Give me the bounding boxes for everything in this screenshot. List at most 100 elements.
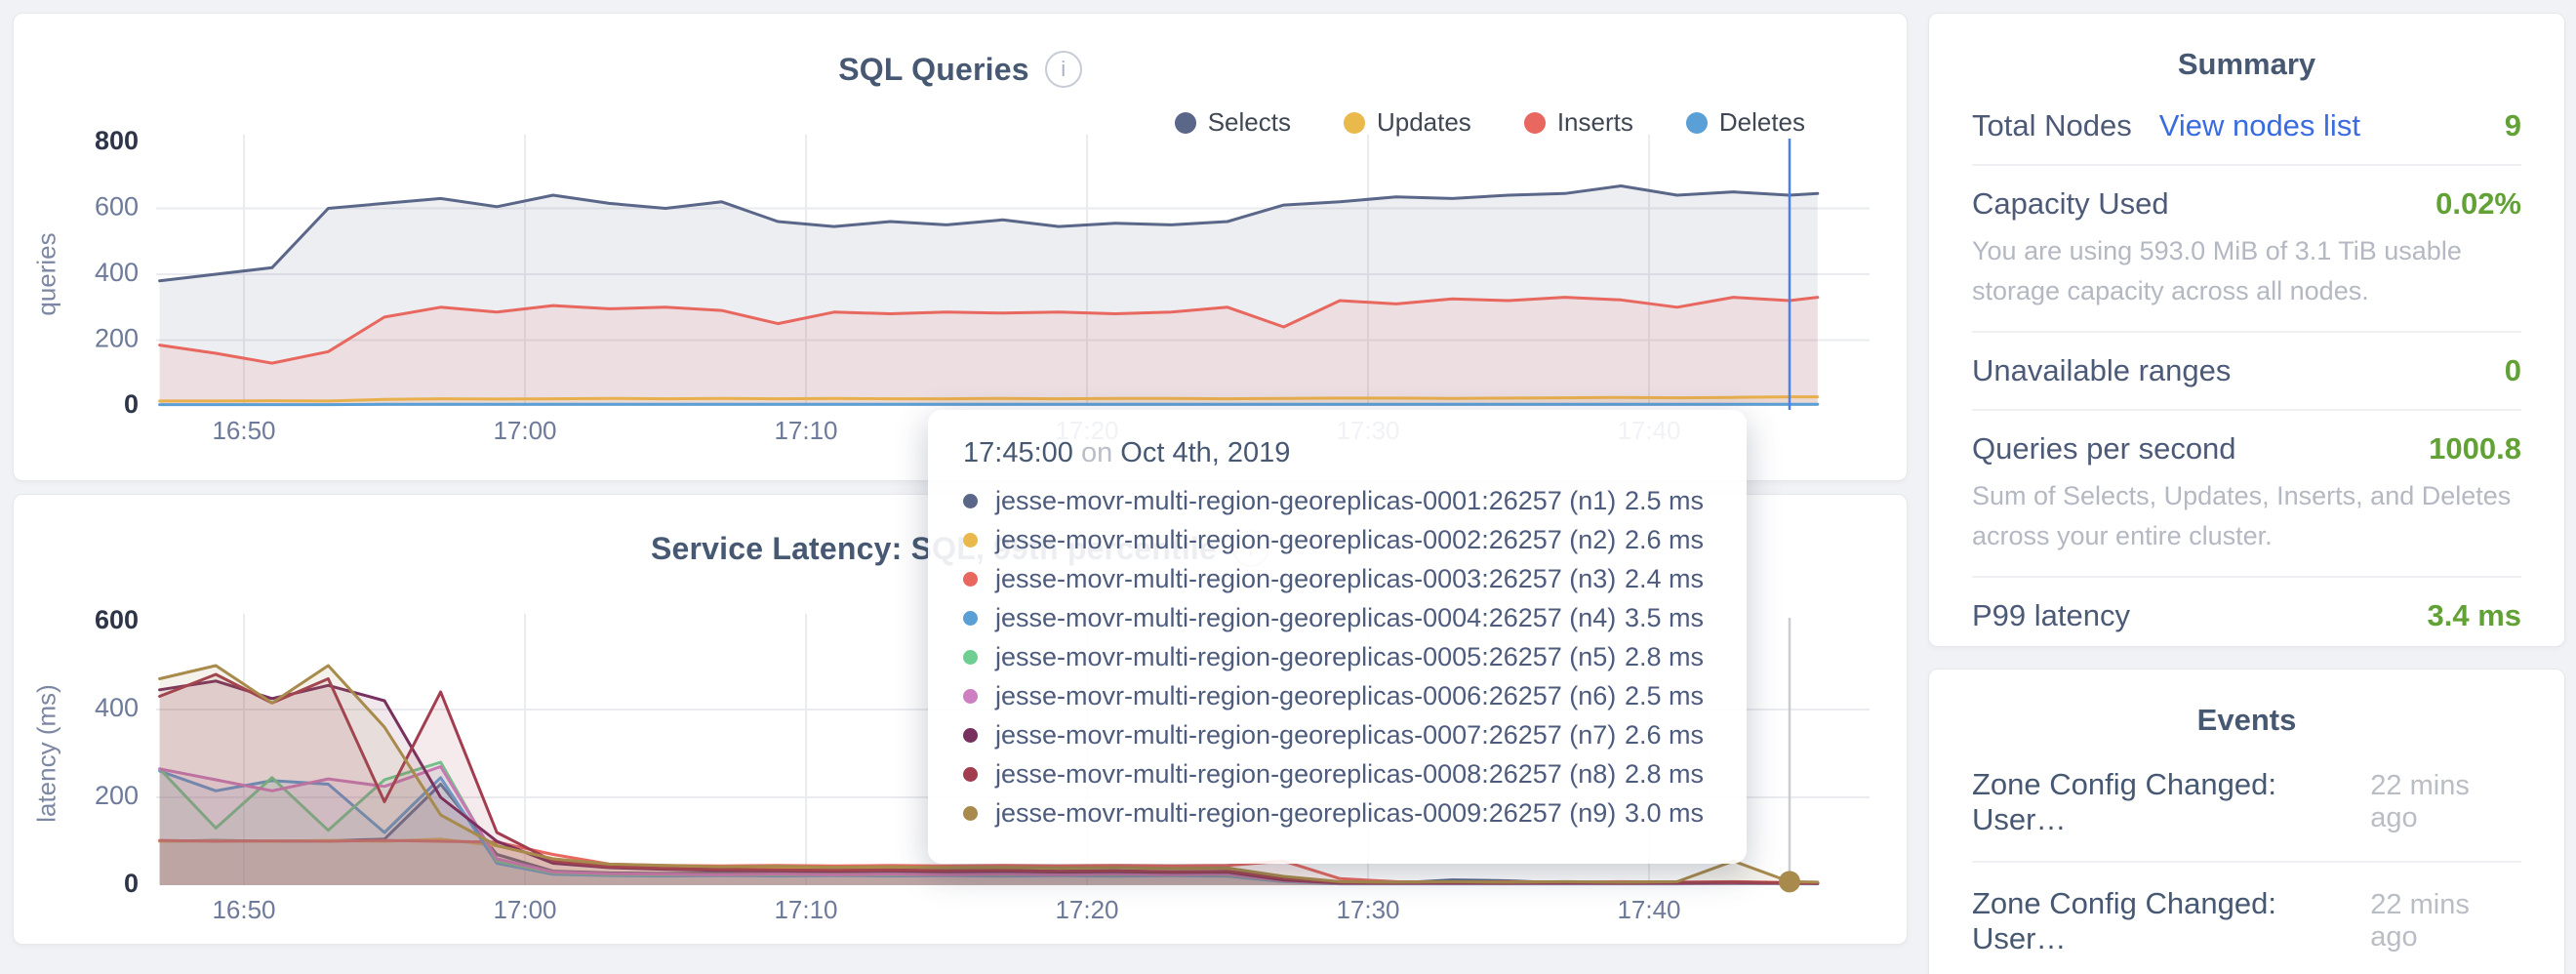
tooltip-node-row: jesse-movr-multi-region-georeplicas-0004… <box>963 598 1711 637</box>
svg-text:17:20: 17:20 <box>1055 895 1118 924</box>
tooltip-node-name: jesse-movr-multi-region-georeplicas-0006… <box>995 680 1617 710</box>
svg-text:16:50: 16:50 <box>212 416 275 445</box>
summary-row-label: P99 latency <box>1972 598 2130 632</box>
tooltip-node-latency: 3.5 ms <box>1625 602 1705 632</box>
legend-item-inserts[interactable]: Inserts <box>1523 107 1633 138</box>
tooltip-node-latency: 2.5 ms <box>1625 680 1705 710</box>
tooltip-node-name: jesse-movr-multi-region-georeplicas-0007… <box>995 719 1617 750</box>
summary-row-main: Queries per second 1000.8 <box>1972 431 2521 467</box>
tooltip-node-latency: 2.5 ms <box>1625 485 1705 515</box>
summary-row-label: Total Nodes <box>1972 108 2132 142</box>
node-color-dot-icon <box>963 532 978 548</box>
tooltip-node-latency: 2.4 ms <box>1625 563 1705 593</box>
chart-hover-tooltip: 17:45:00 on Oct 4th, 2019 jesse-movr-mul… <box>928 410 1747 864</box>
svg-text:800: 800 <box>95 126 139 155</box>
legend-item-updates[interactable]: Updates <box>1343 107 1471 138</box>
events-panel: Events Zone Config Changed: User… 22 mins… <box>1928 669 2565 974</box>
summary-row: Unavailable ranges 0 <box>1972 333 2521 411</box>
node-color-dot-icon <box>963 727 978 743</box>
svg-text:0: 0 <box>124 389 139 419</box>
tooltip-node-name: jesse-movr-multi-region-georeplicas-0009… <box>995 797 1617 828</box>
svg-text:17:00: 17:00 <box>493 895 556 924</box>
tooltip-node-row: jesse-movr-multi-region-georeplicas-0005… <box>963 637 1711 676</box>
events-body: Zone Config Changed: User… 22 mins ago Zon… <box>1929 738 2564 974</box>
svg-text:400: 400 <box>95 693 139 722</box>
tooltip-node-row: jesse-movr-multi-region-georeplicas-0001… <box>963 481 1711 520</box>
sql-chart-legend: Selects Updates Inserts Deletes <box>1174 107 1805 138</box>
summary-title: Summary <box>2177 47 2316 81</box>
legend-dot-icon <box>1523 111 1546 134</box>
summary-row-value: 3.4 ms <box>2427 598 2521 632</box>
summary-row-subtext: You are using 593.0 MiB of 3.1 TiB usabl… <box>1972 236 2462 305</box>
events-title: Events <box>2196 703 2297 737</box>
tooltip-node-row: jesse-movr-multi-region-georeplicas-0003… <box>963 559 1711 598</box>
node-color-dot-icon <box>963 805 978 821</box>
summary-row-label: Unavailable ranges <box>1972 353 2232 387</box>
summary-body: Total Nodes View nodes list 9 Capacity Used… <box>1929 82 2564 654</box>
summary-row: P99 latency 3.4 ms <box>1972 578 2521 654</box>
svg-text:17:10: 17:10 <box>774 895 837 924</box>
sql-chart-title-text: SQL Queries <box>838 51 1029 87</box>
summary-row: Total Nodes View nodes list 9 <box>1972 88 2521 166</box>
tooltip-node-latency: 2.8 ms <box>1625 641 1705 671</box>
node-color-dot-icon <box>963 688 978 704</box>
event-description: Zone Config Changed: User… <box>1972 886 2276 955</box>
legend-item-label: Selects <box>1207 107 1291 137</box>
summary-row-main: Capacity Used 0.02% <box>1972 186 2521 222</box>
summary-row-label: Capacity Used <box>1972 186 2169 221</box>
svg-text:17:30: 17:30 <box>1336 895 1399 924</box>
svg-text:17:10: 17:10 <box>774 416 837 445</box>
summary-row-label: Queries per second <box>1972 431 2236 466</box>
node-color-dot-icon <box>963 493 978 508</box>
svg-text:200: 200 <box>95 781 139 810</box>
node-color-dot-icon <box>963 571 978 587</box>
summary-row-main: P99 latency 3.4 ms <box>1972 598 2521 633</box>
summary-row: Queries per second 1000.8 Sum of Selects, … <box>1972 411 2521 578</box>
summary-row-value: 0 <box>2504 353 2521 387</box>
event-timestamp: 22 mins ago <box>2370 889 2470 953</box>
summary-row-subtext: Sum of Selects, Updates, Inserts, and De… <box>1972 481 2512 550</box>
tooltip-node-name: jesse-movr-multi-region-georeplicas-0005… <box>995 641 1617 671</box>
legend-dot-icon <box>1174 111 1196 134</box>
legend-item-label: Deletes <box>1718 107 1805 137</box>
node-color-dot-icon <box>963 610 978 626</box>
summary-row-value: 9 <box>2504 108 2521 142</box>
tooltip-date: Oct 4th, 2019 <box>1120 437 1291 468</box>
tooltip-node-row: jesse-movr-multi-region-georeplicas-0007… <box>963 715 1711 754</box>
legend-item-deletes[interactable]: Deletes <box>1685 107 1805 138</box>
svg-text:17:40: 17:40 <box>1617 895 1680 924</box>
svg-text:400: 400 <box>95 258 139 287</box>
tooltip-node-row: jesse-movr-multi-region-georeplicas-0008… <box>963 754 1711 793</box>
legend-item-selects[interactable]: Selects <box>1174 107 1291 138</box>
sql-chart-title: SQL Queries i <box>14 51 1907 88</box>
tooltip-rows: jesse-movr-multi-region-georeplicas-0001… <box>963 481 1711 832</box>
summary-row-main: Total Nodes View nodes list 9 <box>1972 108 2521 143</box>
summary-panel: Summary Total Nodes View nodes list 9 Capac… <box>1928 13 2565 647</box>
summary-row-value: 1000.8 <box>2429 431 2521 466</box>
tooltip-conjunction: on <box>1080 437 1113 468</box>
tooltip-node-row: jesse-movr-multi-region-georeplicas-0009… <box>963 793 1711 832</box>
tooltip-node-latency: 2.6 ms <box>1625 524 1705 554</box>
event-timestamp: 22 mins ago <box>2370 770 2470 833</box>
node-color-dot-icon <box>963 649 978 665</box>
sql-y-axis-label: queries <box>31 232 61 316</box>
event-row[interactable]: Zone Config Changed: User… 22 mins ago <box>1972 863 2521 974</box>
legend-item-label: Updates <box>1376 107 1471 137</box>
tooltip-node-row: jesse-movr-multi-region-georeplicas-0006… <box>963 676 1711 715</box>
legend-item-label: Inserts <box>1556 107 1633 137</box>
info-icon[interactable]: i <box>1044 51 1082 88</box>
tooltip-node-latency: 2.8 ms <box>1625 758 1705 789</box>
tooltip-node-name: jesse-movr-multi-region-georeplicas-0003… <box>995 563 1617 593</box>
tooltip-node-row: jesse-movr-multi-region-georeplicas-0002… <box>963 520 1711 559</box>
legend-dot-icon <box>1343 111 1365 134</box>
summary-row: Capacity Used 0.02% You are using 593.0 Mi… <box>1972 166 2521 333</box>
tooltip-node-name: jesse-movr-multi-region-georeplicas-0002… <box>995 524 1617 554</box>
view-nodes-list-link[interactable]: View nodes list <box>2158 108 2360 142</box>
svg-text:600: 600 <box>95 192 139 222</box>
tooltip-node-name: jesse-movr-multi-region-georeplicas-0001… <box>995 485 1617 515</box>
tooltip-node-name: jesse-movr-multi-region-georeplicas-0008… <box>995 758 1617 789</box>
event-row[interactable]: Zone Config Changed: User… 22 mins ago <box>1972 744 2521 863</box>
service-latency-chart[interactable]: 16:50 17:00 17:10 17:20 17:30 17:40 0 200 400 600 <box>14 495 1907 944</box>
svg-text:16:50: 16:50 <box>212 895 275 924</box>
